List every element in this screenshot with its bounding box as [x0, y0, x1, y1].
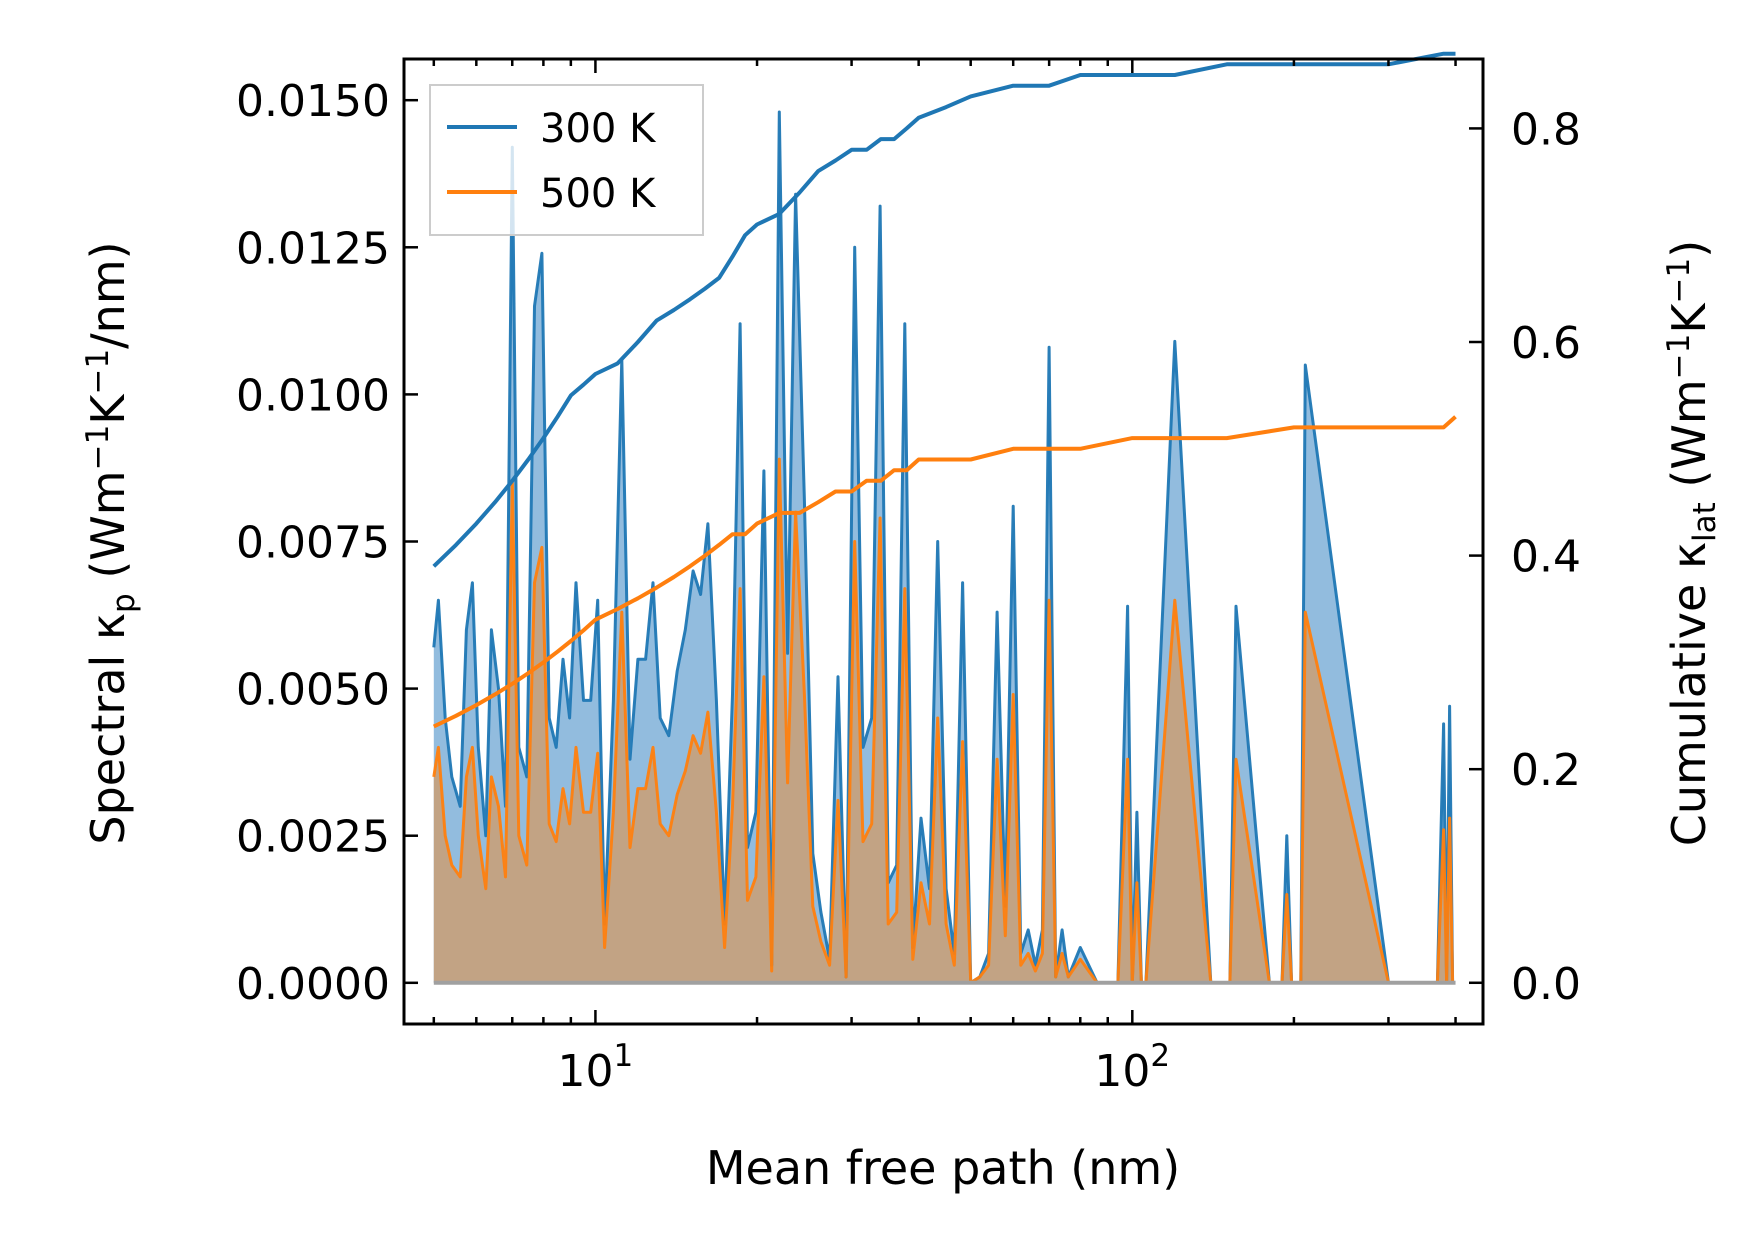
y-left-title-sub: p [106, 593, 142, 613]
y-left-title-unit-open: (Wm [81, 470, 135, 593]
y-right-title-main: Cumulative κ [1662, 542, 1716, 846]
cumulative-line-500K [432, 415, 1457, 729]
cumulative-line-layer [432, 51, 1457, 729]
y-right-tick-label: 0.8 [1511, 104, 1581, 155]
cumulative-line-300K [432, 51, 1456, 568]
y-left-tick-label: 0.0000 [236, 959, 390, 1010]
spectral-line-300K [432, 110, 1456, 985]
legend-box [429, 84, 704, 236]
y-left-title-unit-mid: K [81, 393, 135, 425]
y-left-tick-label: 0.0050 [236, 665, 390, 716]
y-left-title-main: Spectral κ [81, 613, 135, 845]
spectral-fill-layer [433, 112, 1456, 983]
y-right-tick-label: 0.6 [1511, 318, 1581, 369]
y-right-title-unit-open: (Wm [1662, 379, 1716, 502]
legend: 300 K 500 K [429, 84, 704, 236]
y-right-title-unit-mid: K [1662, 302, 1716, 334]
y-left-title-unit-close: /nm) [81, 241, 135, 348]
y-left-title-exp1: −1 [80, 425, 116, 471]
spectral-fill-500K [433, 459, 1456, 983]
y-right-title-unit-close: ) [1662, 240, 1716, 258]
y-axis-right-title: Cumulative κlat (Wm−1K−1) [1661, 240, 1723, 846]
x-tick-label: 101 [558, 1038, 634, 1097]
y-right-tick-label: 0.0 [1511, 959, 1581, 1010]
y-right-tick-label: 0.4 [1511, 532, 1581, 583]
spectral-line-layer [432, 110, 1456, 985]
y-left-tick-label: 0.0100 [236, 370, 390, 421]
y-left-tick-label: 0.0075 [236, 518, 390, 569]
y-right-title-sub: lat [1687, 502, 1723, 542]
legend-label-500K: 500 K [540, 171, 657, 217]
y-right-tick-label: 0.2 [1511, 745, 1581, 796]
tick-layer: 0.00000.00250.00500.00750.01000.01250.01… [236, 59, 1581, 1097]
y-left-tick-label: 0.0125 [236, 223, 390, 274]
y-axis-left-title: Spectral κp (Wm−1K−1/nm) [80, 241, 142, 844]
x-tick-label: 102 [1094, 1038, 1170, 1097]
y-left-tick-label: 0.0150 [236, 76, 390, 127]
y-right-title-exp1: −1 [1661, 334, 1697, 380]
x-axis-title: Mean free path (nm) [706, 1141, 1180, 1195]
y-left-title-exp2: −1 [80, 349, 116, 395]
y-left-tick-label: 0.0025 [236, 812, 390, 863]
spectral-line-500K [432, 457, 1456, 985]
legend-label-300K: 300 K [540, 106, 657, 152]
y-right-title-exp2: −1 [1661, 258, 1697, 304]
